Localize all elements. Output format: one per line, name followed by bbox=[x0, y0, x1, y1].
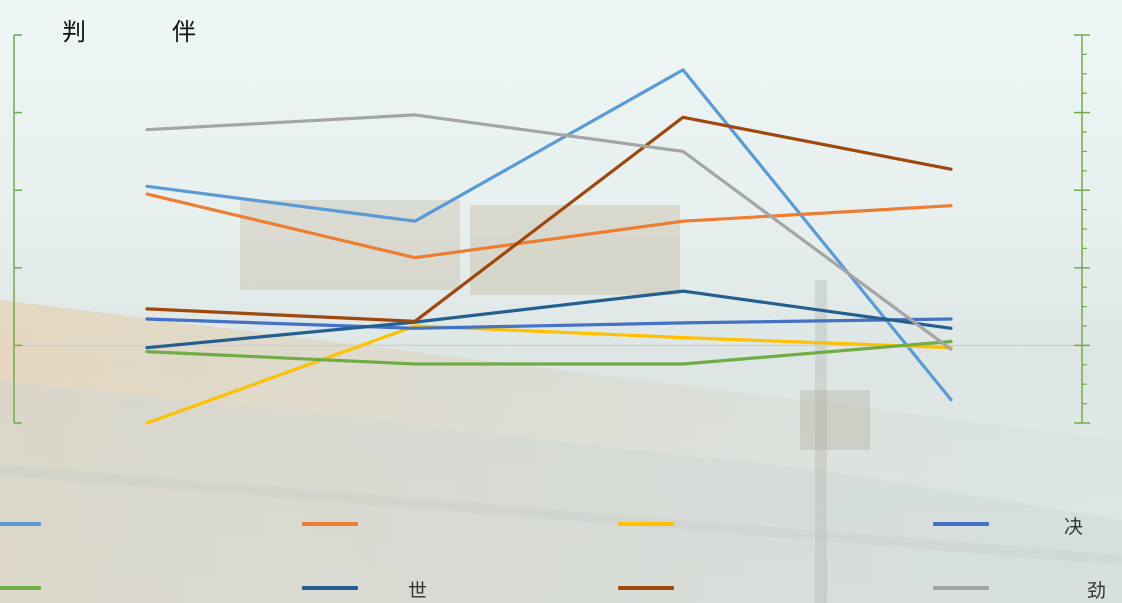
legend-label: 劲 bbox=[1087, 580, 1107, 602]
legend-swatch bbox=[933, 586, 989, 590]
legend-swatch bbox=[933, 522, 989, 526]
legend-label: 决 bbox=[1064, 516, 1084, 538]
header-title-left: 判 bbox=[62, 18, 86, 46]
series-line-8 bbox=[145, 113, 953, 351]
series-line-2 bbox=[145, 192, 953, 260]
legend-label: 世 bbox=[408, 580, 428, 602]
legend-swatch bbox=[0, 522, 41, 526]
legend-swatch bbox=[302, 586, 358, 590]
series-line-3 bbox=[145, 324, 953, 425]
legend-swatch bbox=[618, 522, 674, 526]
series-line-5 bbox=[145, 339, 953, 366]
series-line-4 bbox=[145, 317, 953, 330]
series-line-6 bbox=[145, 289, 953, 350]
legend-swatch bbox=[302, 522, 358, 526]
header-title-right: 伴 bbox=[172, 18, 196, 46]
series-line-1 bbox=[145, 68, 953, 402]
series-line-7 bbox=[145, 115, 953, 323]
legend-swatch bbox=[618, 586, 674, 590]
legend-swatch bbox=[0, 586, 41, 590]
